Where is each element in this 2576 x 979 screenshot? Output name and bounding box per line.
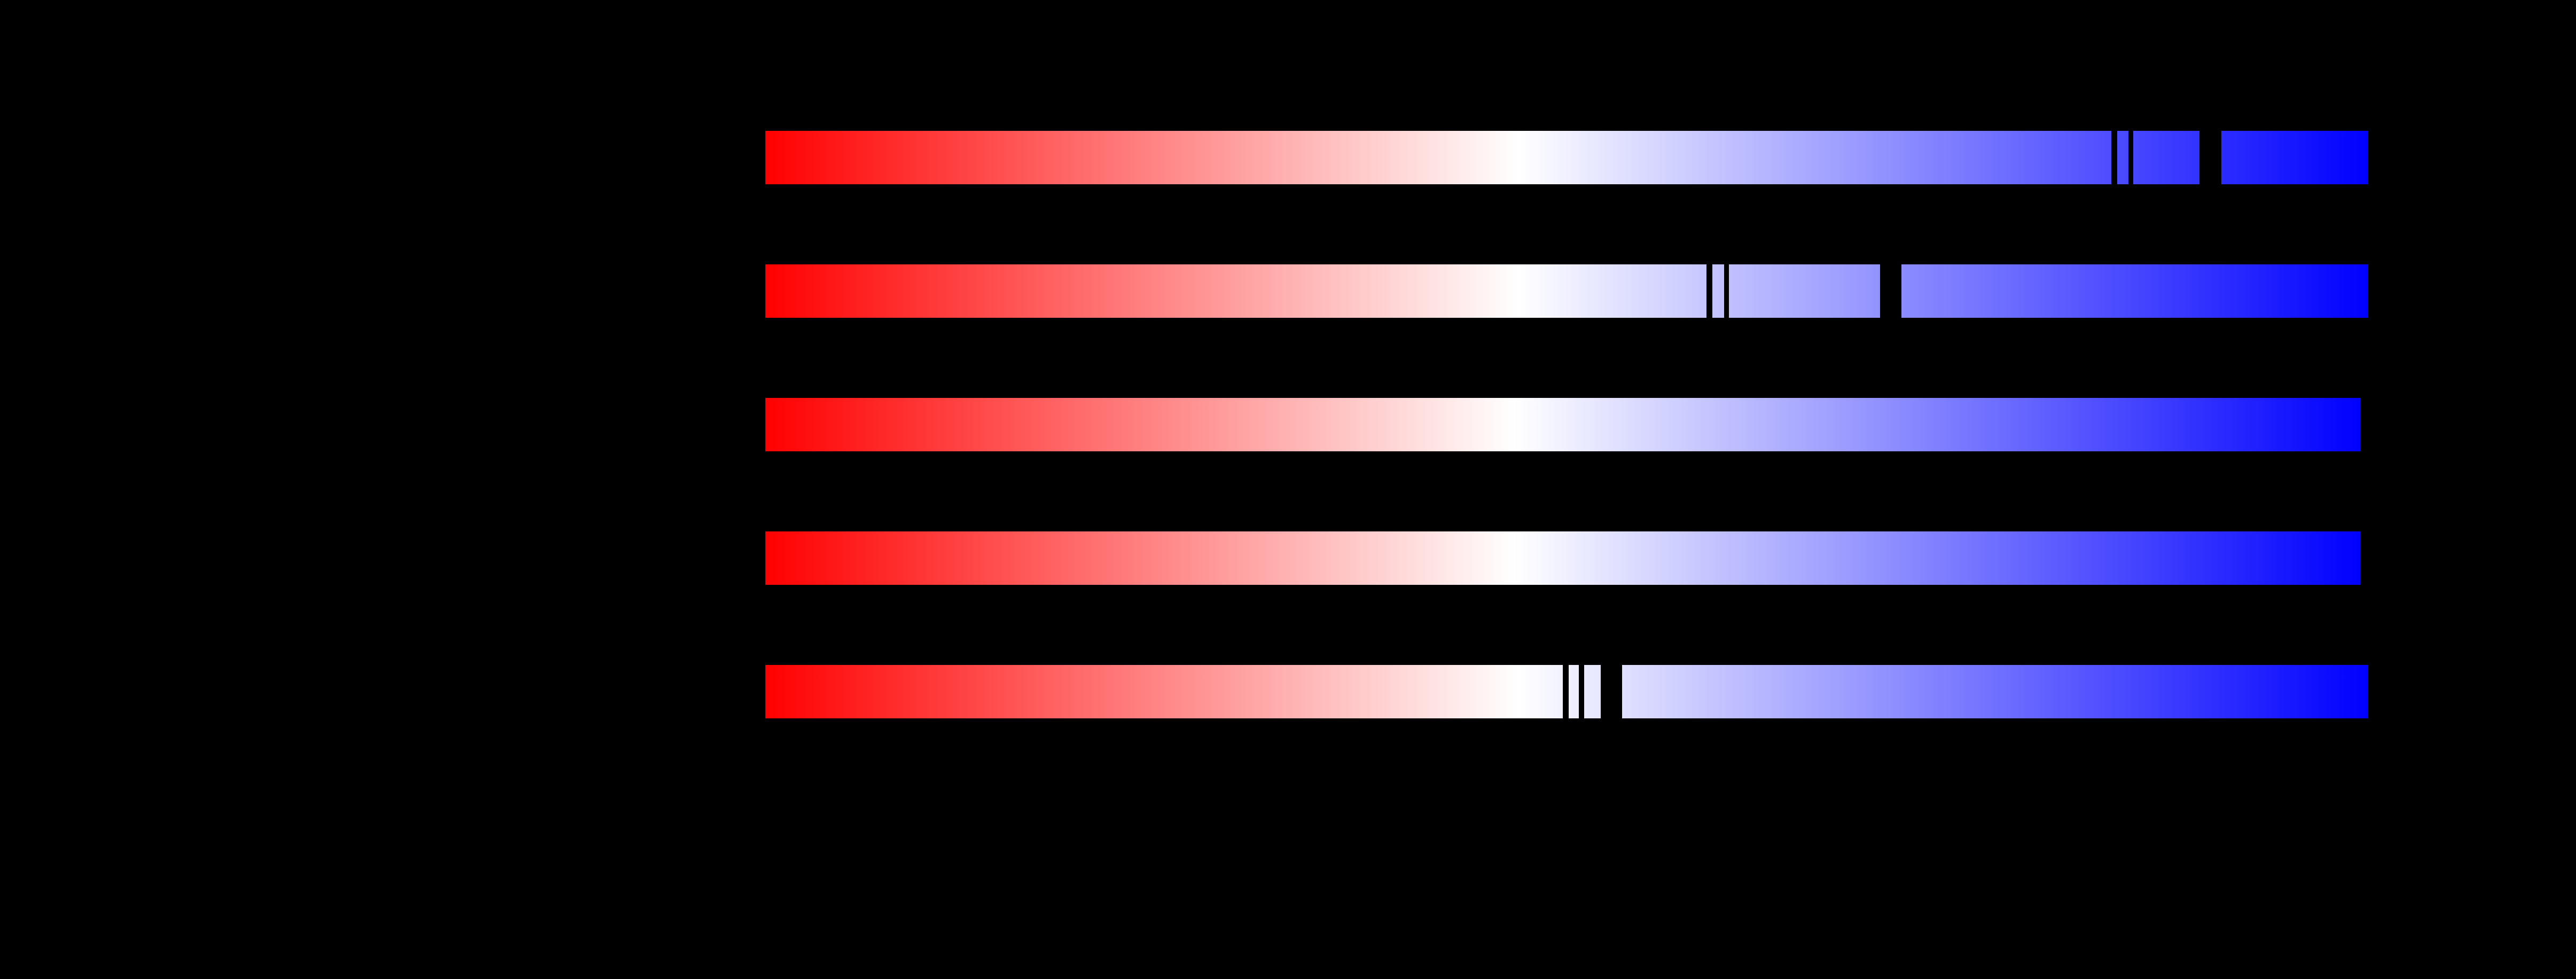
bar-mark	[1601, 665, 1622, 718]
bar-mark	[2128, 131, 2133, 184]
bar-mark	[1579, 665, 1584, 718]
bar-mark	[1880, 264, 1901, 318]
bar-mark	[2199, 131, 2221, 184]
bar-mark	[1563, 665, 1569, 718]
bar-mark	[1724, 264, 1729, 318]
gradient-bar-row-2	[765, 264, 2368, 318]
gradient-bar-row-1	[765, 131, 2368, 184]
bar-mark	[1706, 264, 1712, 318]
bar-mark	[2111, 131, 2117, 184]
gradient-bar-row-5	[765, 665, 2368, 718]
gradient-bar-row-3	[765, 398, 2360, 451]
gradient-bar-row-4	[765, 531, 2360, 585]
